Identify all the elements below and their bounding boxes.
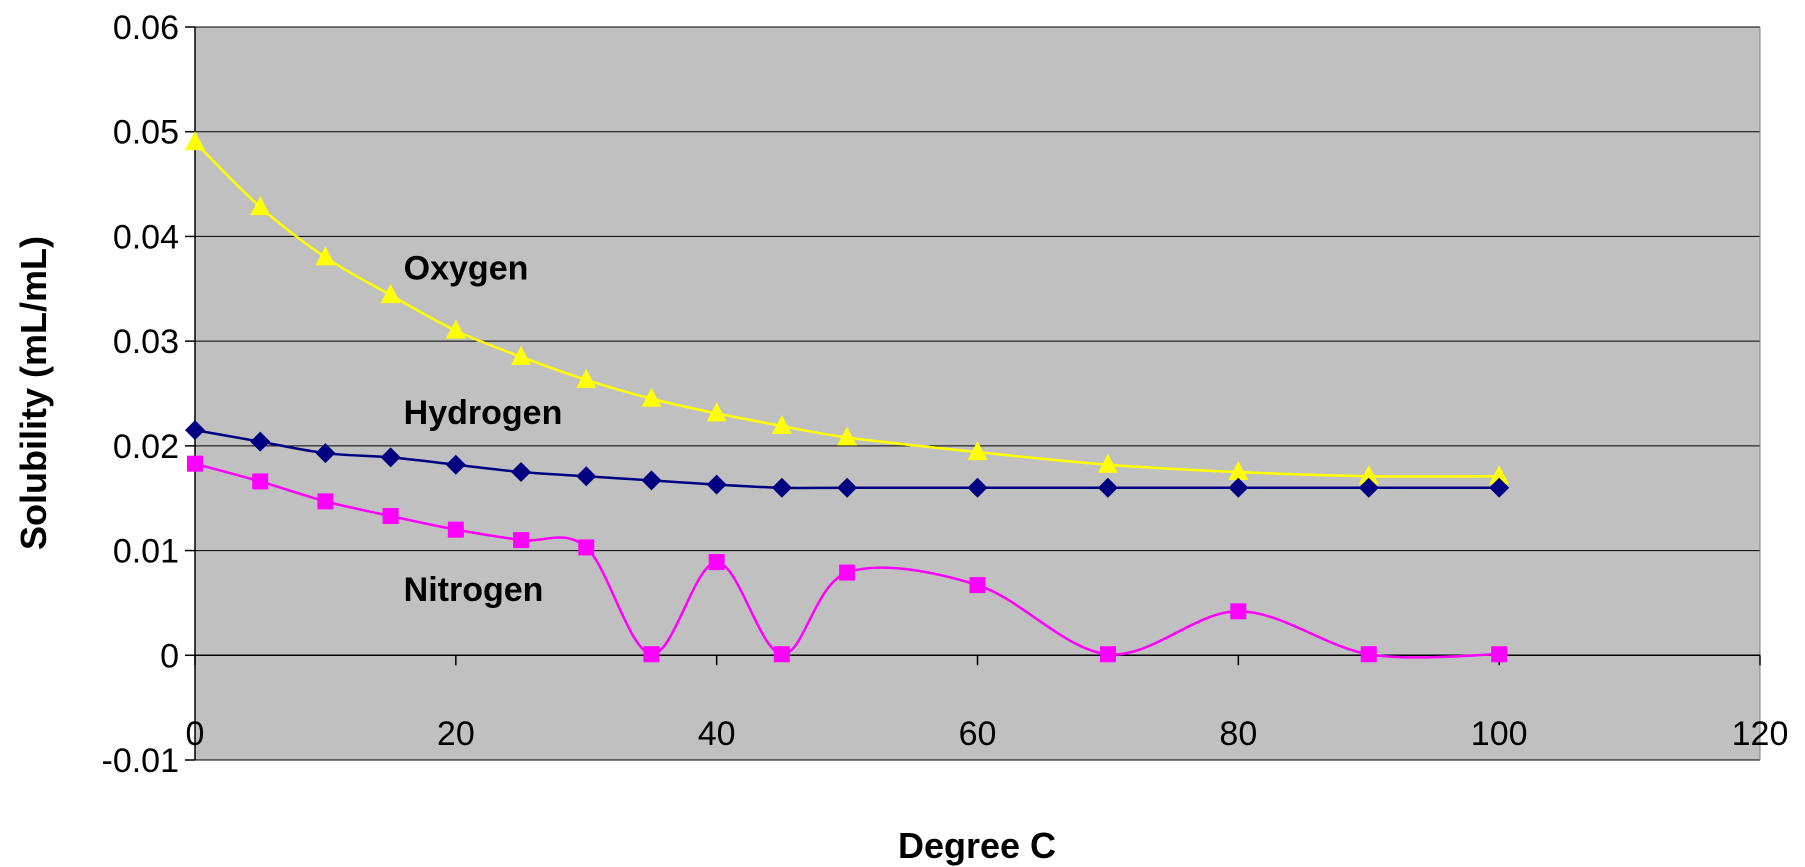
- hydrogen-point: [1489, 477, 1510, 498]
- y-tick-label: 0.05: [113, 114, 179, 152]
- nitrogen-point: [252, 473, 269, 490]
- nitrogen-point: [708, 554, 725, 571]
- y-tick-label: 0.06: [113, 9, 179, 47]
- x-tick-label: 120: [1732, 715, 1789, 753]
- x-tick-label: 100: [1471, 715, 1528, 753]
- hydrogen-point: [1097, 477, 1118, 498]
- y-tick-label: 0.03: [113, 323, 179, 361]
- oxygen-point: [1489, 465, 1510, 485]
- hydrogen-point: [967, 477, 988, 498]
- oxygen-point: [771, 414, 792, 434]
- nitrogen-point: [1230, 603, 1247, 620]
- y-axis-title: Solubility (mL/mL): [13, 236, 54, 550]
- oxygen-label: Oxygen: [404, 249, 529, 287]
- nitrogen-point: [773, 646, 790, 663]
- hydrogen-point: [771, 477, 792, 498]
- x-tick-label: 40: [698, 715, 736, 753]
- y-tick-label: 0: [160, 637, 179, 675]
- y-tick-label: 0.02: [113, 428, 179, 466]
- plot-area: [195, 27, 1760, 760]
- oxygen-point: [250, 196, 271, 216]
- hydrogen-point: [1228, 477, 1249, 498]
- data-series: [185, 131, 1510, 663]
- nitrogen-point: [187, 455, 203, 472]
- nitrogen-point: [1099, 646, 1116, 663]
- y-tick-labels: -0.01 0 0.01 0.02 0.03 0.04 0.05 0.06: [102, 9, 180, 780]
- x-tick-label: 60: [959, 715, 997, 753]
- nitrogen-point: [578, 539, 595, 556]
- x-tick-labels: 0 20 40 60 80 100 120: [186, 715, 1789, 753]
- oxygen-point: [315, 246, 336, 266]
- nitrogen-point: [317, 493, 334, 510]
- oxygen-point: [1228, 461, 1249, 481]
- hydrogen-point: [250, 431, 271, 452]
- x-tick-label: 80: [1219, 715, 1257, 753]
- oxygen-point: [185, 131, 205, 151]
- x-axis-title: Degree C: [898, 825, 1056, 866]
- oxygen-point: [1097, 453, 1118, 473]
- nitrogen-label: Nitrogen: [404, 571, 544, 609]
- series-labels: Oxygen Hydrogen Nitrogen: [404, 249, 563, 608]
- nitrogen-point: [969, 577, 986, 594]
- oxygen-point: [967, 441, 988, 461]
- hydrogen-point: [511, 462, 532, 483]
- hydrogen-point: [445, 454, 466, 475]
- oxygen-point: [576, 368, 597, 388]
- oxygen-point: [641, 387, 662, 407]
- hydrogen-series: [185, 420, 1510, 498]
- hydrogen-point: [641, 470, 662, 491]
- oxygen-point: [380, 284, 401, 304]
- hydrogen-point: [1358, 477, 1379, 498]
- nitrogen-point: [447, 521, 464, 538]
- oxygen-point: [706, 402, 727, 422]
- oxygen-point: [1358, 465, 1379, 485]
- nitrogen-point: [513, 532, 530, 549]
- oxygen-point: [511, 345, 532, 365]
- hydrogen-point: [837, 477, 858, 498]
- hydrogen-label: Hydrogen: [404, 394, 563, 432]
- oxygen-point: [445, 319, 466, 339]
- nitrogen-series: [187, 455, 1508, 663]
- nitrogen-point: [1491, 646, 1508, 663]
- nitrogen-point: [382, 508, 399, 525]
- hydrogen-point: [576, 466, 597, 487]
- hydrogen-point: [185, 420, 205, 441]
- x-tick-label: 20: [437, 715, 475, 753]
- y-tick-label: 0.01: [113, 533, 179, 571]
- x-tick-label: 0: [186, 715, 205, 753]
- y-tick-label: 0.04: [113, 218, 179, 256]
- y-tick-label: -0.01: [102, 742, 180, 780]
- oxygen-point: [837, 426, 858, 446]
- hydrogen-point: [315, 443, 336, 464]
- nitrogen-point: [643, 646, 660, 663]
- hydrogen-point: [706, 474, 727, 495]
- nitrogen-point: [839, 564, 856, 581]
- oxygen-series: [185, 131, 1510, 485]
- nitrogen-point: [1360, 646, 1377, 663]
- hydrogen-point: [380, 447, 401, 468]
